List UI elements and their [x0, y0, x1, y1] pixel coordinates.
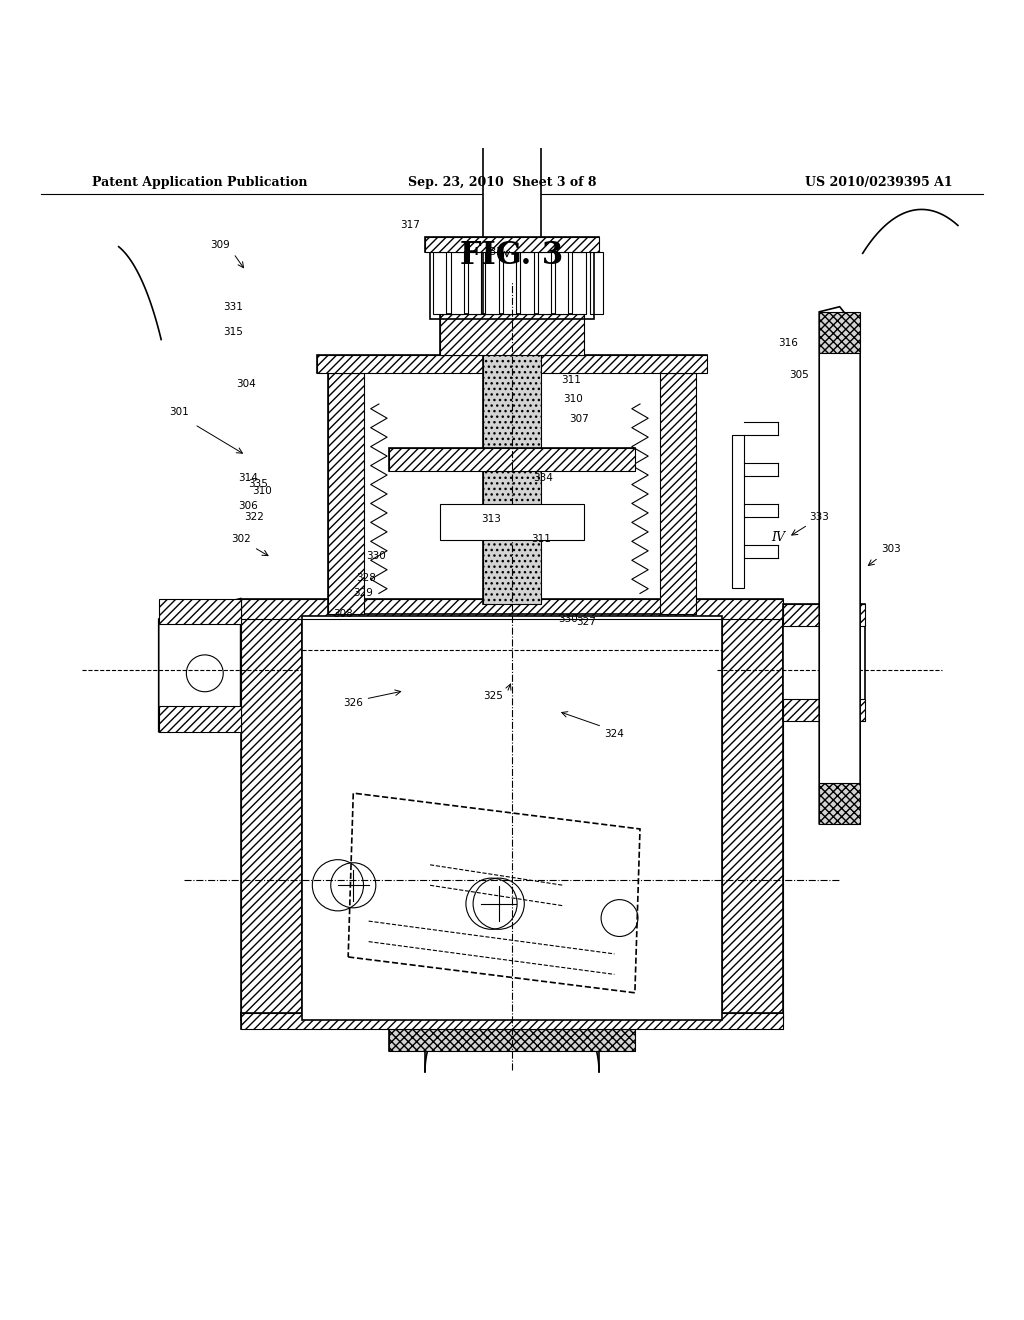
Text: 310: 310 [252, 486, 272, 496]
Text: 332: 332 [483, 247, 504, 257]
Bar [722, 611, 783, 1020]
Bar [485, 252, 499, 314]
Text: 330: 330 [366, 550, 386, 561]
Bar [538, 252, 551, 314]
Text: 309: 309 [210, 240, 230, 251]
Text: 302: 302 [230, 535, 251, 544]
Text: 311: 311 [561, 375, 582, 385]
Bar [732, 434, 744, 589]
Text: 304: 304 [236, 379, 256, 388]
Bar [483, 352, 541, 603]
Text: 317: 317 [399, 220, 420, 230]
Text: FIG. 3: FIG. 3 [461, 240, 563, 271]
Text: 328: 328 [356, 573, 377, 583]
Bar [317, 355, 707, 374]
Text: 330: 330 [558, 614, 579, 624]
Bar [328, 374, 696, 614]
Text: 301: 301 [169, 407, 189, 417]
Polygon shape [159, 598, 241, 731]
Text: 315: 315 [223, 327, 244, 338]
Polygon shape [783, 603, 865, 722]
Bar [389, 1020, 635, 1051]
Bar [440, 314, 584, 355]
Text: 333: 333 [809, 512, 829, 521]
Bar [241, 1014, 783, 1028]
Bar [722, 611, 783, 1020]
Bar [520, 252, 534, 314]
Bar [159, 706, 241, 731]
Text: Patent Application Publication: Patent Application Publication [92, 177, 307, 189]
Text: 306: 306 [238, 502, 258, 511]
Text: 310: 310 [563, 393, 584, 404]
Text: 308: 308 [333, 609, 353, 619]
Bar [389, 447, 635, 470]
Text: 331: 331 [223, 302, 244, 312]
Bar [819, 312, 860, 352]
Text: 322: 322 [244, 512, 264, 521]
Text: 327: 327 [575, 618, 596, 627]
Text: 311: 311 [530, 535, 551, 544]
Bar [451, 252, 464, 314]
Bar [572, 252, 586, 314]
Bar [241, 611, 302, 1020]
Bar [425, 238, 599, 252]
Bar [783, 698, 865, 722]
Polygon shape [819, 306, 860, 824]
Bar [819, 783, 860, 824]
Text: 313: 313 [481, 513, 502, 524]
Bar [783, 603, 865, 626]
Text: IV: IV [771, 531, 785, 544]
Bar [241, 611, 302, 1020]
Bar [389, 1020, 635, 1051]
Bar [241, 1014, 783, 1028]
Bar [425, 238, 599, 252]
Text: 324: 324 [604, 729, 625, 739]
Bar [440, 504, 584, 540]
Bar [503, 252, 516, 314]
Text: 335: 335 [248, 479, 268, 488]
Bar [430, 247, 594, 319]
Bar [433, 252, 446, 314]
Bar [468, 252, 481, 314]
Bar [660, 374, 696, 614]
Bar [302, 616, 722, 1020]
Text: 305: 305 [788, 371, 809, 380]
Text: 325: 325 [483, 690, 504, 701]
Bar [328, 374, 364, 614]
Bar [389, 447, 635, 470]
Text: 326: 326 [343, 698, 364, 708]
Text: 314: 314 [238, 473, 258, 483]
Text: Sep. 23, 2010  Sheet 3 of 8: Sep. 23, 2010 Sheet 3 of 8 [408, 177, 596, 189]
Bar [241, 598, 783, 619]
Text: 303: 303 [881, 544, 901, 554]
Text: 329: 329 [353, 589, 374, 598]
Text: US 2010/0239395 A1: US 2010/0239395 A1 [805, 177, 952, 189]
Text: 307: 307 [568, 414, 589, 424]
Text: 316: 316 [778, 338, 799, 347]
Bar [159, 598, 241, 624]
Bar [555, 252, 568, 314]
Bar [241, 598, 783, 619]
Text: 334: 334 [532, 473, 553, 483]
Bar [317, 355, 707, 374]
Bar [440, 314, 584, 355]
Bar [590, 252, 603, 314]
Bar [483, 9, 541, 603]
